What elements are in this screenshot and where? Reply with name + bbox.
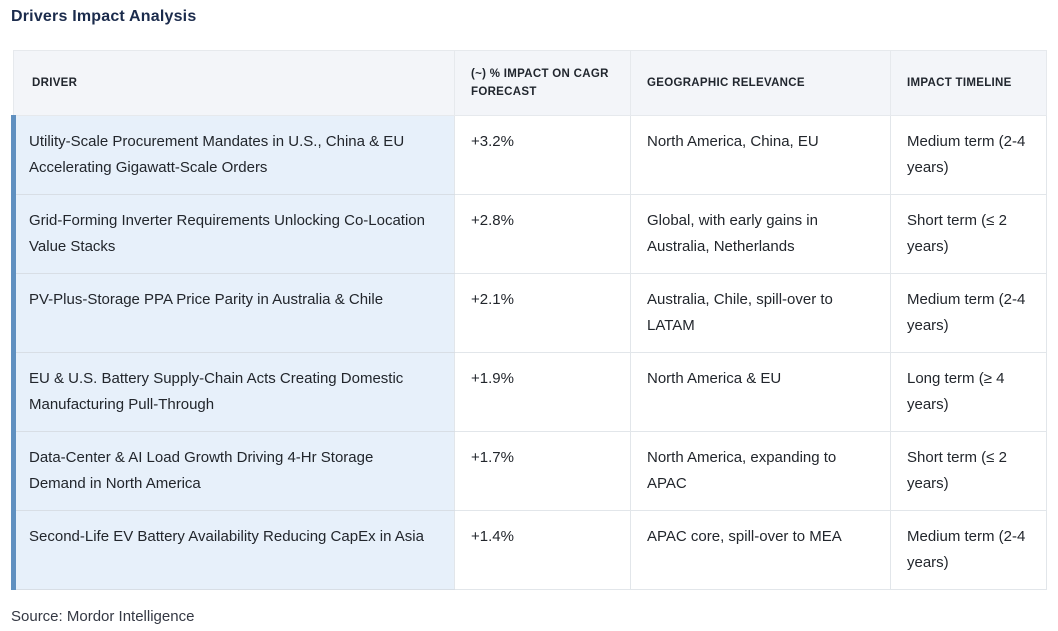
geography-cell: APAC core, spill-over to MEA [630, 510, 891, 590]
table-row: EU & U.S. Battery Supply-Chain Acts Crea… [11, 352, 1047, 432]
geography-cell: North America, China, EU [630, 115, 891, 195]
impact-cell: +1.7% [454, 431, 631, 511]
impact-cell: +2.8% [454, 194, 631, 274]
table-row: Grid-Forming Inverter Requirements Unloc… [11, 194, 1047, 274]
timeline-cell: Short term (≤ 2 years) [890, 194, 1047, 274]
timeline-cell: Short term (≤ 2 years) [890, 431, 1047, 511]
table-row: PV-Plus-Storage PPA Price Parity in Aust… [11, 273, 1047, 353]
geography-cell: Australia, Chile, spill-over to LATAM [630, 273, 891, 353]
column-header-driver: DRIVER [13, 50, 455, 116]
timeline-cell: Medium term (2-4 years) [890, 510, 1047, 590]
geography-cell: Global, with early gains in Australia, N… [630, 194, 891, 274]
table-row: Utility-Scale Procurement Mandates in U.… [11, 115, 1047, 195]
geography-cell: North America, expanding to APAC [630, 431, 891, 511]
impact-cell: +1.4% [454, 510, 631, 590]
table-header-row: DRIVER (~) % IMPACT ON CAGR FORECAST GEO… [13, 50, 1047, 116]
driver-cell: Utility-Scale Procurement Mandates in U.… [11, 115, 455, 195]
driver-cell: Second-Life EV Battery Availability Redu… [11, 510, 455, 590]
driver-cell: PV-Plus-Storage PPA Price Parity in Aust… [11, 273, 455, 353]
impact-cell: +3.2% [454, 115, 631, 195]
driver-cell: Grid-Forming Inverter Requirements Unloc… [11, 194, 455, 274]
driver-cell: Data-Center & AI Load Growth Driving 4-H… [11, 431, 455, 511]
column-header-geography: GEOGRAPHIC RELEVANCE [630, 50, 891, 116]
timeline-cell: Long term (≥ 4 years) [890, 352, 1047, 432]
impact-cell: +1.9% [454, 352, 631, 432]
drivers-impact-table: DRIVER (~) % IMPACT ON CAGR FORECAST GEO… [11, 50, 1047, 590]
geography-cell: North America & EU [630, 352, 891, 432]
timeline-cell: Medium term (2-4 years) [890, 273, 1047, 353]
impact-cell: +2.1% [454, 273, 631, 353]
table-row: Data-Center & AI Load Growth Driving 4-H… [11, 431, 1047, 511]
page-title: Drivers Impact Analysis [11, 8, 197, 25]
timeline-cell: Medium term (2-4 years) [890, 115, 1047, 195]
table-row: Second-Life EV Battery Availability Redu… [11, 510, 1047, 590]
column-header-timeline: IMPACT TIMELINE [890, 50, 1047, 116]
column-header-impact: (~) % IMPACT ON CAGR FORECAST [454, 50, 631, 116]
source-note: Source: Mordor Intelligence [11, 608, 195, 625]
driver-cell: EU & U.S. Battery Supply-Chain Acts Crea… [11, 352, 455, 432]
